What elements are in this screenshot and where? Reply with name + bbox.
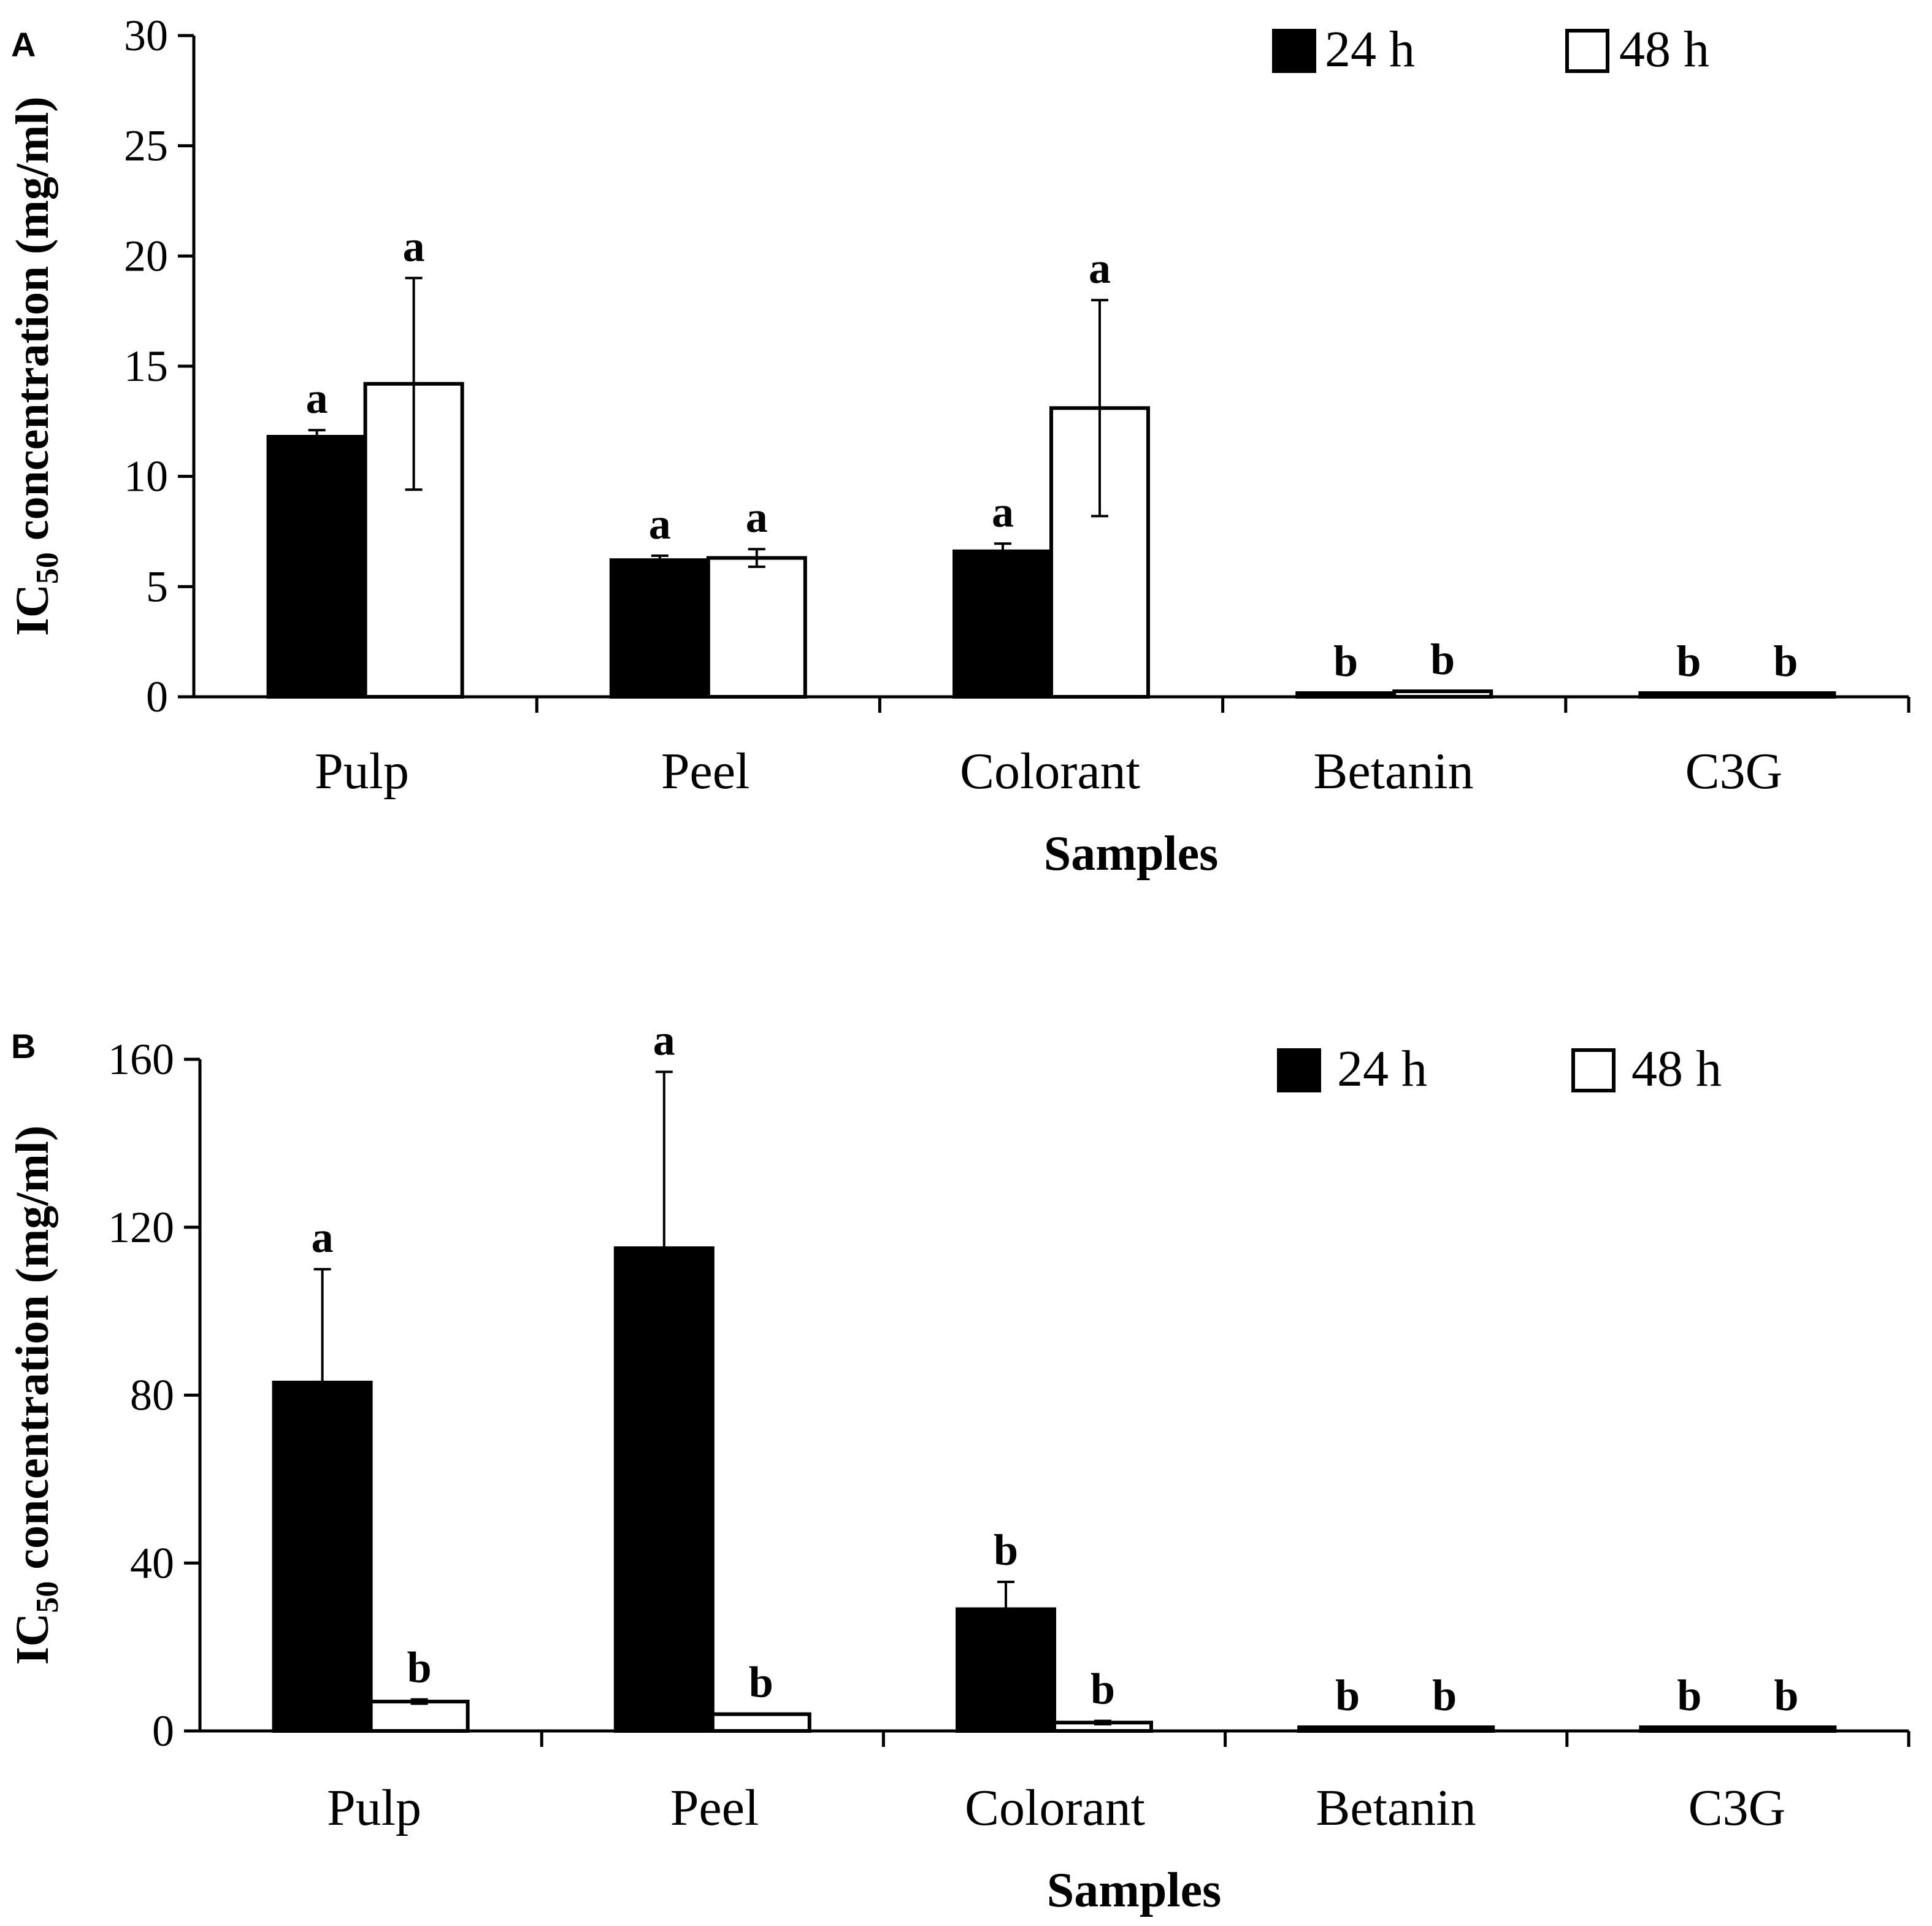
significance-letter: b <box>1774 1671 1798 1720</box>
legend-label-24h: 24 h <box>1337 1040 1427 1097</box>
legend-swatch-24h <box>1272 29 1316 73</box>
y-tick-label: 0 <box>152 1706 174 1755</box>
category-label: C3G <box>1685 743 1783 800</box>
bar <box>609 558 710 699</box>
bar <box>369 1700 470 1733</box>
panel-letter: A <box>11 25 36 64</box>
significance-letter: b <box>1430 635 1455 684</box>
y-tick-label: 30 <box>124 11 168 60</box>
significance-letter: a <box>746 493 768 542</box>
legend-label-48h: 48 h <box>1619 21 1709 78</box>
y-tick-label: 80 <box>130 1371 174 1420</box>
legend-swatch-48h <box>1571 1048 1616 1092</box>
bar <box>710 1712 811 1733</box>
y-tick-label: 0 <box>146 672 168 721</box>
significance-letter: a <box>649 499 671 548</box>
panel-letter: B <box>11 1027 36 1065</box>
category-label: Colorant <box>960 743 1140 800</box>
bar <box>1392 689 1493 699</box>
significance-letter: a <box>653 1016 675 1065</box>
y-tick-label: 120 <box>108 1203 174 1252</box>
x-axis-title: Samples <box>1044 827 1219 881</box>
bar <box>1638 691 1739 699</box>
bar <box>953 549 1053 699</box>
legend-label-48h: 48 h <box>1631 1040 1722 1097</box>
significance-letter: a <box>312 1213 334 1262</box>
bar <box>1295 691 1397 699</box>
y-tick-label: 25 <box>124 121 168 171</box>
significance-letter: b <box>1432 1671 1457 1720</box>
significance-letter: b <box>407 1643 432 1692</box>
bar <box>266 434 367 699</box>
category-label: Colorant <box>965 1779 1145 1836</box>
legend-swatch-48h <box>1565 29 1609 73</box>
category-label: Pulp <box>315 743 409 800</box>
significance-letter: b <box>1773 637 1798 686</box>
bar <box>706 556 807 699</box>
y-tick-label: 10 <box>124 452 168 501</box>
significance-letter: a <box>306 374 328 423</box>
bar <box>1639 1725 1740 1733</box>
legend: 24 h 48 h <box>1272 21 1709 78</box>
category-label: Betanin <box>1316 1779 1476 1836</box>
y-tick-label: 20 <box>124 231 168 280</box>
y-tick-label: 15 <box>124 342 168 391</box>
significance-letter: a <box>1089 244 1111 293</box>
significance-letter: b <box>749 1658 773 1707</box>
significance-letter: b <box>1333 637 1358 686</box>
y-tick-label: 5 <box>146 562 168 611</box>
category-label: Peel <box>670 1779 759 1836</box>
legend-swatch-24h <box>1277 1048 1321 1092</box>
x-axis-title: Samples <box>1047 1863 1222 1917</box>
bar <box>1297 1725 1398 1733</box>
significance-letter: a <box>403 221 425 270</box>
bar <box>1736 1725 1837 1733</box>
significance-letter: b <box>1335 1671 1360 1720</box>
significance-letter: b <box>1091 1665 1115 1714</box>
category-label: Betanin <box>1313 743 1473 800</box>
legend-label-24h: 24 h <box>1325 21 1415 78</box>
bar <box>1735 691 1836 699</box>
bar <box>1394 1725 1495 1733</box>
category-label: C3G <box>1689 1779 1786 1836</box>
category-label: Pulp <box>327 1779 421 1836</box>
y-tick-label: 40 <box>130 1538 174 1587</box>
significance-letter: b <box>1676 637 1701 686</box>
significance-letter: b <box>994 1525 1018 1575</box>
significance-letter: a <box>992 487 1014 536</box>
legend: 24 h 48 h <box>1277 1040 1722 1097</box>
category-label: Peel <box>661 743 750 800</box>
y-axis-title: IC50 concentration (mg/ml) <box>7 1126 65 1665</box>
significance-letter: b <box>1677 1671 1701 1720</box>
y-axis-title: IC50 concentration (mg/ml) <box>7 96 65 635</box>
y-tick-label: 160 <box>108 1035 174 1084</box>
panel-a-chart: A 0 5 10 15 20 25 30 a a a b b a a a b b Pulp Peel Colorant B… <box>7 11 1911 881</box>
panel-b-chart: B 0 40 80 120 160 a a b b b b b b b b Pulp Peel Colorant Be… <box>7 1016 1911 1917</box>
